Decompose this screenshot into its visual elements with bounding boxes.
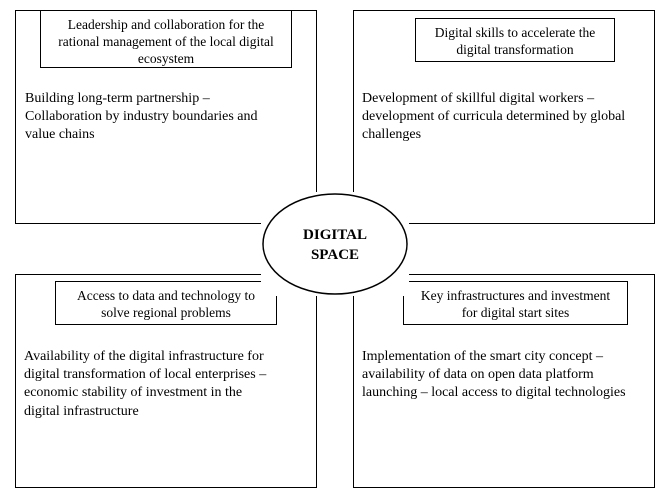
body-top-right: Development of skillful digital workers …: [362, 90, 642, 145]
heading-bottom-right: Key infrastructures and investment for d…: [403, 281, 628, 325]
center-label-line2: SPACE: [311, 247, 359, 263]
heading-top-left: Leadership and collaboration for the rat…: [40, 10, 292, 68]
diagram-canvas: Leadership and collaboration for the rat…: [0, 0, 670, 501]
body-bottom-right: Implementation of the smart city concept…: [362, 348, 640, 403]
center-label: DIGITAL SPACE: [275, 226, 395, 265]
body-bottom-left: Availability of the digital infrastructu…: [24, 348, 274, 421]
center-label-line1: DIGITAL: [303, 227, 367, 243]
body-top-left: Building long-term partnership – Collabo…: [25, 90, 260, 145]
heading-bottom-left: Access to data and technology to solve r…: [55, 281, 277, 325]
heading-top-right: Digital skills to accelerate the digital…: [415, 18, 615, 62]
